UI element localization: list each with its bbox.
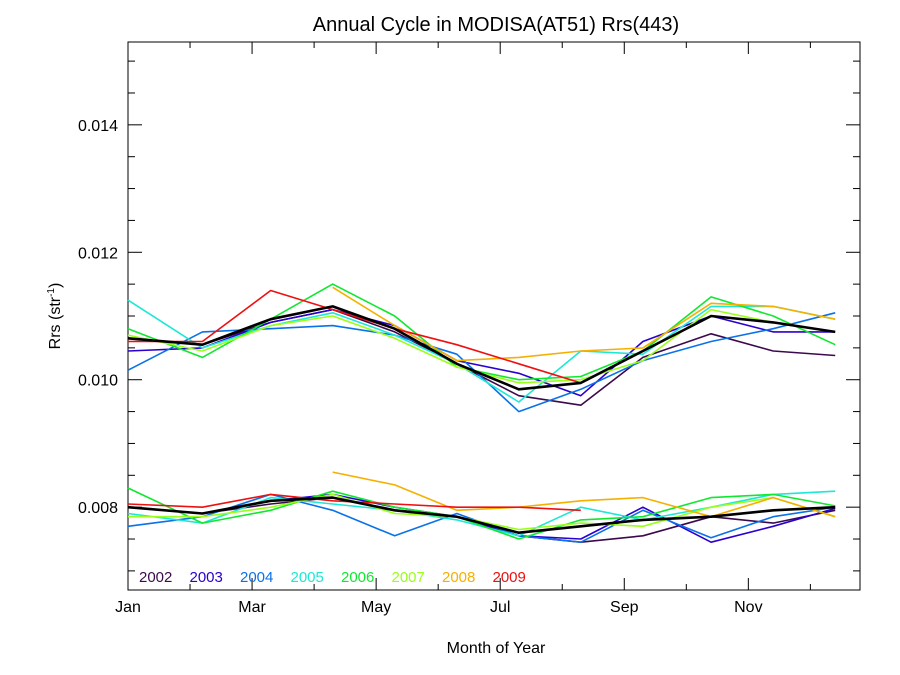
y-tick-label: 0.010 — [78, 373, 118, 390]
series-line-2005-upper — [127, 299, 836, 403]
legend-item-2009: 2009 — [493, 569, 526, 586]
series-line-2003-upper — [127, 308, 836, 397]
series-line-mean-lower — [127, 496, 836, 535]
x-axis-label: Month of Year — [447, 640, 546, 657]
x-tick-label: Nov — [734, 599, 762, 616]
series-line-2008-lower — [332, 471, 836, 518]
series-line-2004-upper — [127, 312, 836, 413]
x-tick-label: Jul — [490, 599, 510, 616]
legend-item-2007: 2007 — [392, 569, 425, 586]
series-line-2009-upper — [128, 289, 582, 384]
x-tick-label: May — [361, 599, 391, 616]
x-tick-label: Sep — [610, 599, 639, 616]
legend-item-2004: 2004 — [240, 569, 273, 586]
series-line-2006-lower — [127, 487, 836, 540]
series-line-2002-upper — [127, 308, 836, 407]
x-tick-label: Jan — [115, 599, 141, 616]
y-axis: 0.008 0.010 0.012 0.014 — [78, 60, 860, 572]
legend-item-2003: 2003 — [190, 569, 223, 586]
y-axis-label-sup: -1 — [46, 288, 57, 297]
y-axis-label: Rrs (str-1) — [46, 283, 64, 350]
x-axis: Jan Mar May Jul Sep Nov — [115, 42, 811, 616]
y-tick-label: 0.014 — [78, 118, 118, 135]
legend-item-2002: 2002 — [139, 569, 172, 586]
y-tick-label: 0.012 — [78, 245, 118, 262]
chart-title: Annual Cycle in MODISA(AT51) Rrs(443) — [313, 14, 679, 36]
series-line-2007-upper — [127, 308, 836, 384]
y-axis-label-close: ) — [47, 283, 64, 288]
y-tick-label: 0.008 — [78, 500, 118, 517]
y-axis-label-main: Rrs (str — [47, 296, 64, 349]
series-line-2005-lower — [127, 490, 836, 537]
series-line-mean-upper — [127, 305, 836, 391]
series-line-2007-lower — [128, 493, 836, 531]
series-line-2008-upper — [332, 286, 836, 362]
legend-item-2008: 2008 — [442, 569, 475, 586]
legend-item-2005: 2005 — [291, 569, 324, 586]
legend-item-2006: 2006 — [341, 569, 374, 586]
series-lines — [127, 283, 836, 544]
legend: 2002 2003 2004 2005 2006 2007 2008 2009 — [139, 569, 526, 586]
series-line-2006-upper — [127, 283, 836, 381]
x-tick-label: Mar — [238, 599, 266, 616]
series-line-2009-lower — [127, 493, 581, 512]
